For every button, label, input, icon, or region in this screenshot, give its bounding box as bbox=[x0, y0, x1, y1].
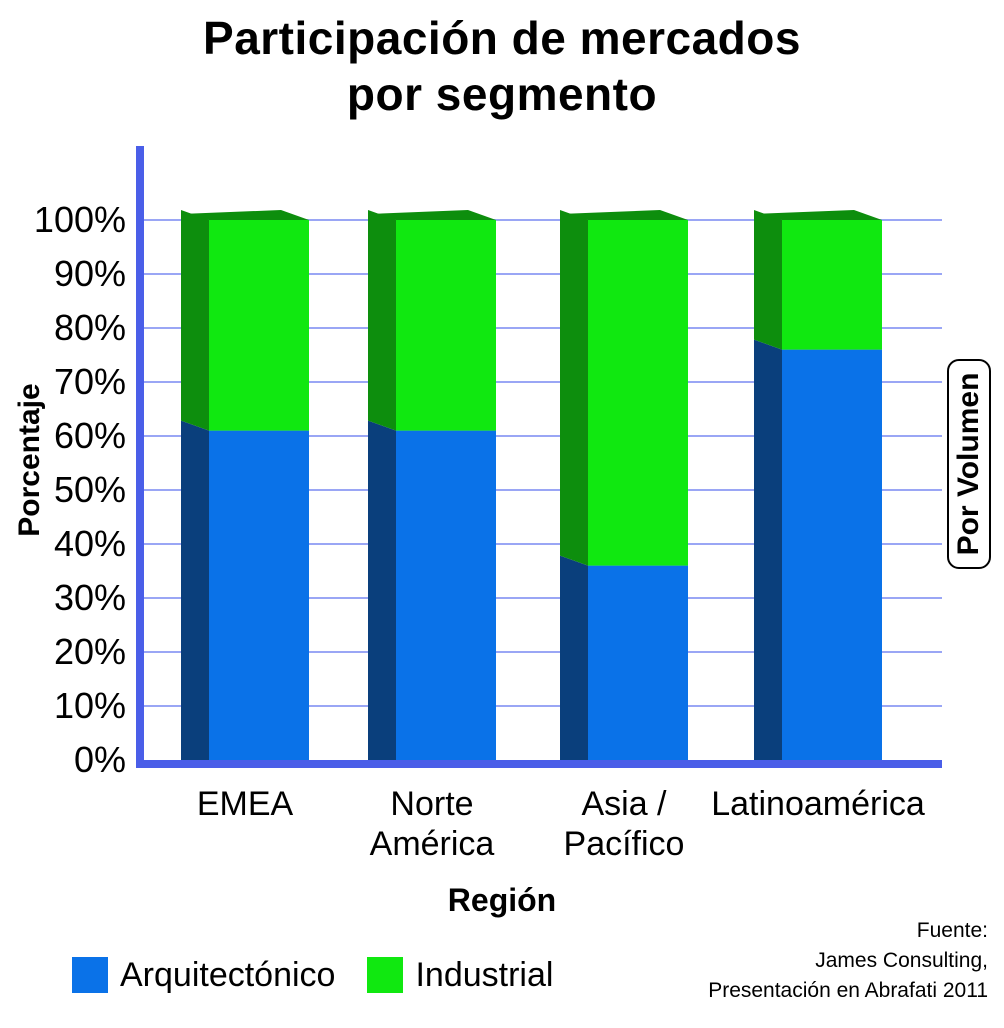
bar-side-0 bbox=[560, 555, 588, 764]
bar-segment bbox=[588, 565, 688, 760]
x-tick-label-line: Asia / bbox=[581, 785, 667, 823]
legend-label-industrial: Industrial bbox=[415, 955, 554, 994]
source-note: Fuente: James Consulting, Presentación e… bbox=[708, 916, 988, 1006]
x-tick-label-line: América bbox=[370, 825, 495, 863]
y-tick-label: 10% bbox=[54, 685, 126, 726]
bar-side-1 bbox=[754, 210, 782, 350]
y-tick-label: 70% bbox=[54, 361, 126, 402]
bar-segment bbox=[209, 430, 309, 760]
bar-side-0 bbox=[368, 420, 396, 764]
legend-label-architectural: Arquitectónico bbox=[120, 955, 336, 994]
y-tick-label: 40% bbox=[54, 523, 126, 564]
bar-segment bbox=[209, 220, 309, 431]
volume-badge-label: Por Volumen bbox=[952, 372, 985, 556]
x-tick-label-line: Pacífico bbox=[564, 825, 685, 863]
y-tick-label: 0% bbox=[74, 739, 126, 780]
source-line-3: Presentación en Abrafati 2011 bbox=[708, 979, 988, 1002]
legend: Arquitectónico Industrial bbox=[72, 950, 585, 1000]
bar-segment bbox=[782, 349, 882, 760]
bar-segment bbox=[588, 220, 688, 566]
y-tick-label: 80% bbox=[54, 307, 126, 348]
volume-badge: Por Volumen bbox=[947, 359, 991, 569]
bar-top bbox=[754, 210, 882, 220]
chart-title: Participación de mercados por segmento bbox=[0, 10, 1004, 122]
bar-segment bbox=[396, 220, 496, 431]
legend-swatch-architectural bbox=[72, 957, 108, 993]
legend-swatch-industrial bbox=[367, 957, 404, 993]
x-axis-title: Región bbox=[447, 882, 557, 918]
chart-title-line-2: por segmento bbox=[346, 68, 658, 120]
x-tick-label-line: Norte bbox=[390, 785, 473, 823]
y-tick-label: 50% bbox=[54, 469, 126, 510]
legend-item-architectural: Arquitectónico bbox=[72, 956, 335, 995]
bar-top bbox=[560, 210, 688, 220]
legend-item-industrial: Industrial bbox=[367, 956, 553, 995]
bar-segment bbox=[396, 430, 496, 760]
y-tick-label: 100% bbox=[34, 199, 126, 240]
x-tick-label: Asia / Pacífico bbox=[564, 785, 685, 863]
y-tick-label: 20% bbox=[54, 631, 126, 672]
source-line-1: Fuente: bbox=[916, 919, 988, 942]
y-axis-title: Porcentaje bbox=[13, 383, 46, 537]
bar-top bbox=[181, 210, 309, 220]
bar-top bbox=[368, 210, 496, 220]
bar-side-1 bbox=[368, 210, 396, 431]
bar-side-0 bbox=[754, 339, 782, 764]
y-tick-label: 60% bbox=[54, 415, 126, 456]
y-tick-label: 30% bbox=[54, 577, 126, 618]
bar-side-1 bbox=[560, 210, 588, 566]
x-tick-label: Norte América bbox=[370, 785, 495, 863]
bar-segment bbox=[782, 220, 882, 350]
chart-title-line-1: Participación de mercados bbox=[203, 12, 801, 64]
y-tick-label: 90% bbox=[54, 253, 126, 294]
x-tick-label-line: Latinoamérica bbox=[711, 785, 925, 823]
x-tick-label-line: EMEA bbox=[197, 785, 294, 823]
bar-side-1 bbox=[181, 210, 209, 431]
bar-side-0 bbox=[181, 420, 209, 764]
x-tick-label: Latinoamérica bbox=[711, 785, 925, 823]
source-line-2: James Consulting, bbox=[815, 949, 988, 972]
y-axis-title-wrap: Porcentaje bbox=[8, 360, 52, 560]
x-tick-label: EMEA bbox=[197, 785, 294, 823]
